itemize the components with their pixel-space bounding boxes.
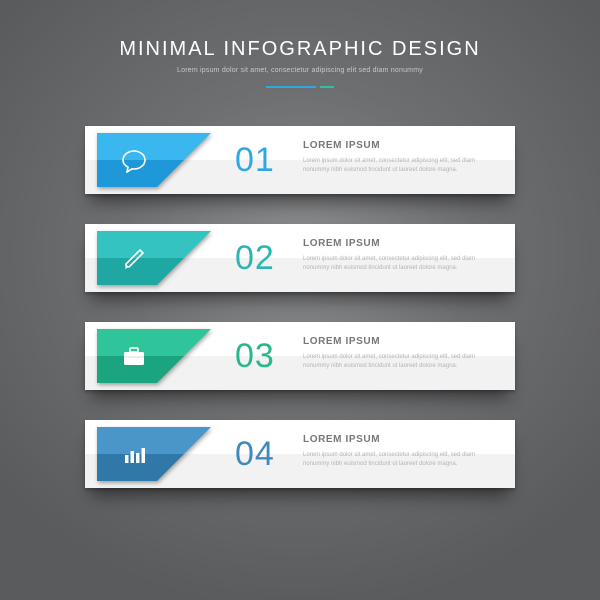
step-number: 02 [235,224,275,292]
item-title: LOREM IPSUM [303,140,501,151]
divider-bar-a [266,86,316,88]
divider [119,86,480,88]
speech-icon [97,133,211,187]
item-title: LOREM IPSUM [303,336,501,347]
banner-item: 04 LOREM IPSUM Lorem ipsum dolor sit amet,… [85,420,515,488]
page-subtitle: Lorem ipsum dolor sit amet, consectetur … [119,67,480,74]
item-body: Lorem ipsum dolor sit amet, consectetur … [303,451,501,469]
step-number: 03 [235,322,275,390]
step-number: 01 [235,126,275,194]
text-block: LOREM IPSUM Lorem ipsum dolor sit amet, c… [303,434,501,469]
text-block: LOREM IPSUM Lorem ipsum dolor sit amet, c… [303,238,501,273]
banner-item: 03 LOREM IPSUM Lorem ipsum dolor sit amet,… [85,322,515,390]
banner-item: 02 LOREM IPSUM Lorem ipsum dolor sit amet,… [85,224,515,292]
item-title: LOREM IPSUM [303,238,501,249]
item-body: Lorem ipsum dolor sit amet, consectetur … [303,353,501,371]
item-title: LOREM IPSUM [303,434,501,445]
step-number: 04 [235,420,275,488]
page-title: MINIMAL INFOGRAPHIC DESIGN [119,38,480,61]
briefcase-icon [97,329,211,383]
header: MINIMAL INFOGRAPHIC DESIGN Lorem ipsum d… [119,38,480,88]
banner-item: 01 LOREM IPSUM Lorem ipsum dolor sit amet,… [85,126,515,194]
bars-icon [97,427,211,481]
item-body: Lorem ipsum dolor sit amet, consectetur … [303,157,501,175]
banner-stack: 01 LOREM IPSUM Lorem ipsum dolor sit amet,… [85,126,515,488]
item-body: Lorem ipsum dolor sit amet, consectetur … [303,255,501,273]
pencil-icon [97,231,211,285]
text-block: LOREM IPSUM Lorem ipsum dolor sit amet, c… [303,140,501,175]
text-block: LOREM IPSUM Lorem ipsum dolor sit amet, c… [303,336,501,371]
divider-bar-b [320,86,334,88]
